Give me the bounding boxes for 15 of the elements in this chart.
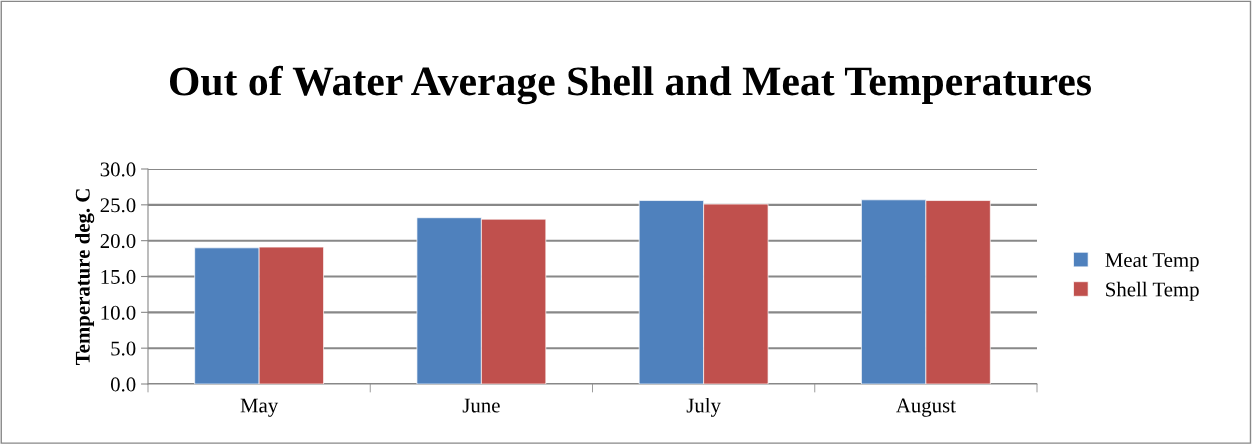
y-tick-label: 5.0 — [111, 341, 136, 356]
chart-title: Out of Water Average Shell and Meat Temperatures — [169, 65, 1092, 105]
x-tick-label: May — [240, 398, 279, 417]
y-tick-label: 30.0 — [100, 162, 136, 177]
y-tick-label: 10.0 — [101, 305, 136, 320]
x-tick-label: August — [895, 398, 956, 417]
y-tick-label: 20.0 — [100, 234, 136, 249]
legend-label: Meat Temp — [1105, 253, 1199, 272]
x-tick-label: June — [462, 398, 500, 413]
y-tick-label: 0.0 — [110, 377, 136, 392]
y-tick-label: 25.0 — [100, 198, 136, 213]
y-tick-label: 15.0 — [101, 269, 136, 285]
x-tick-label: July — [686, 397, 721, 417]
legend-label: Shell Temp — [1106, 281, 1199, 301]
y-axis-title: Temperature deg. C — [75, 189, 95, 366]
